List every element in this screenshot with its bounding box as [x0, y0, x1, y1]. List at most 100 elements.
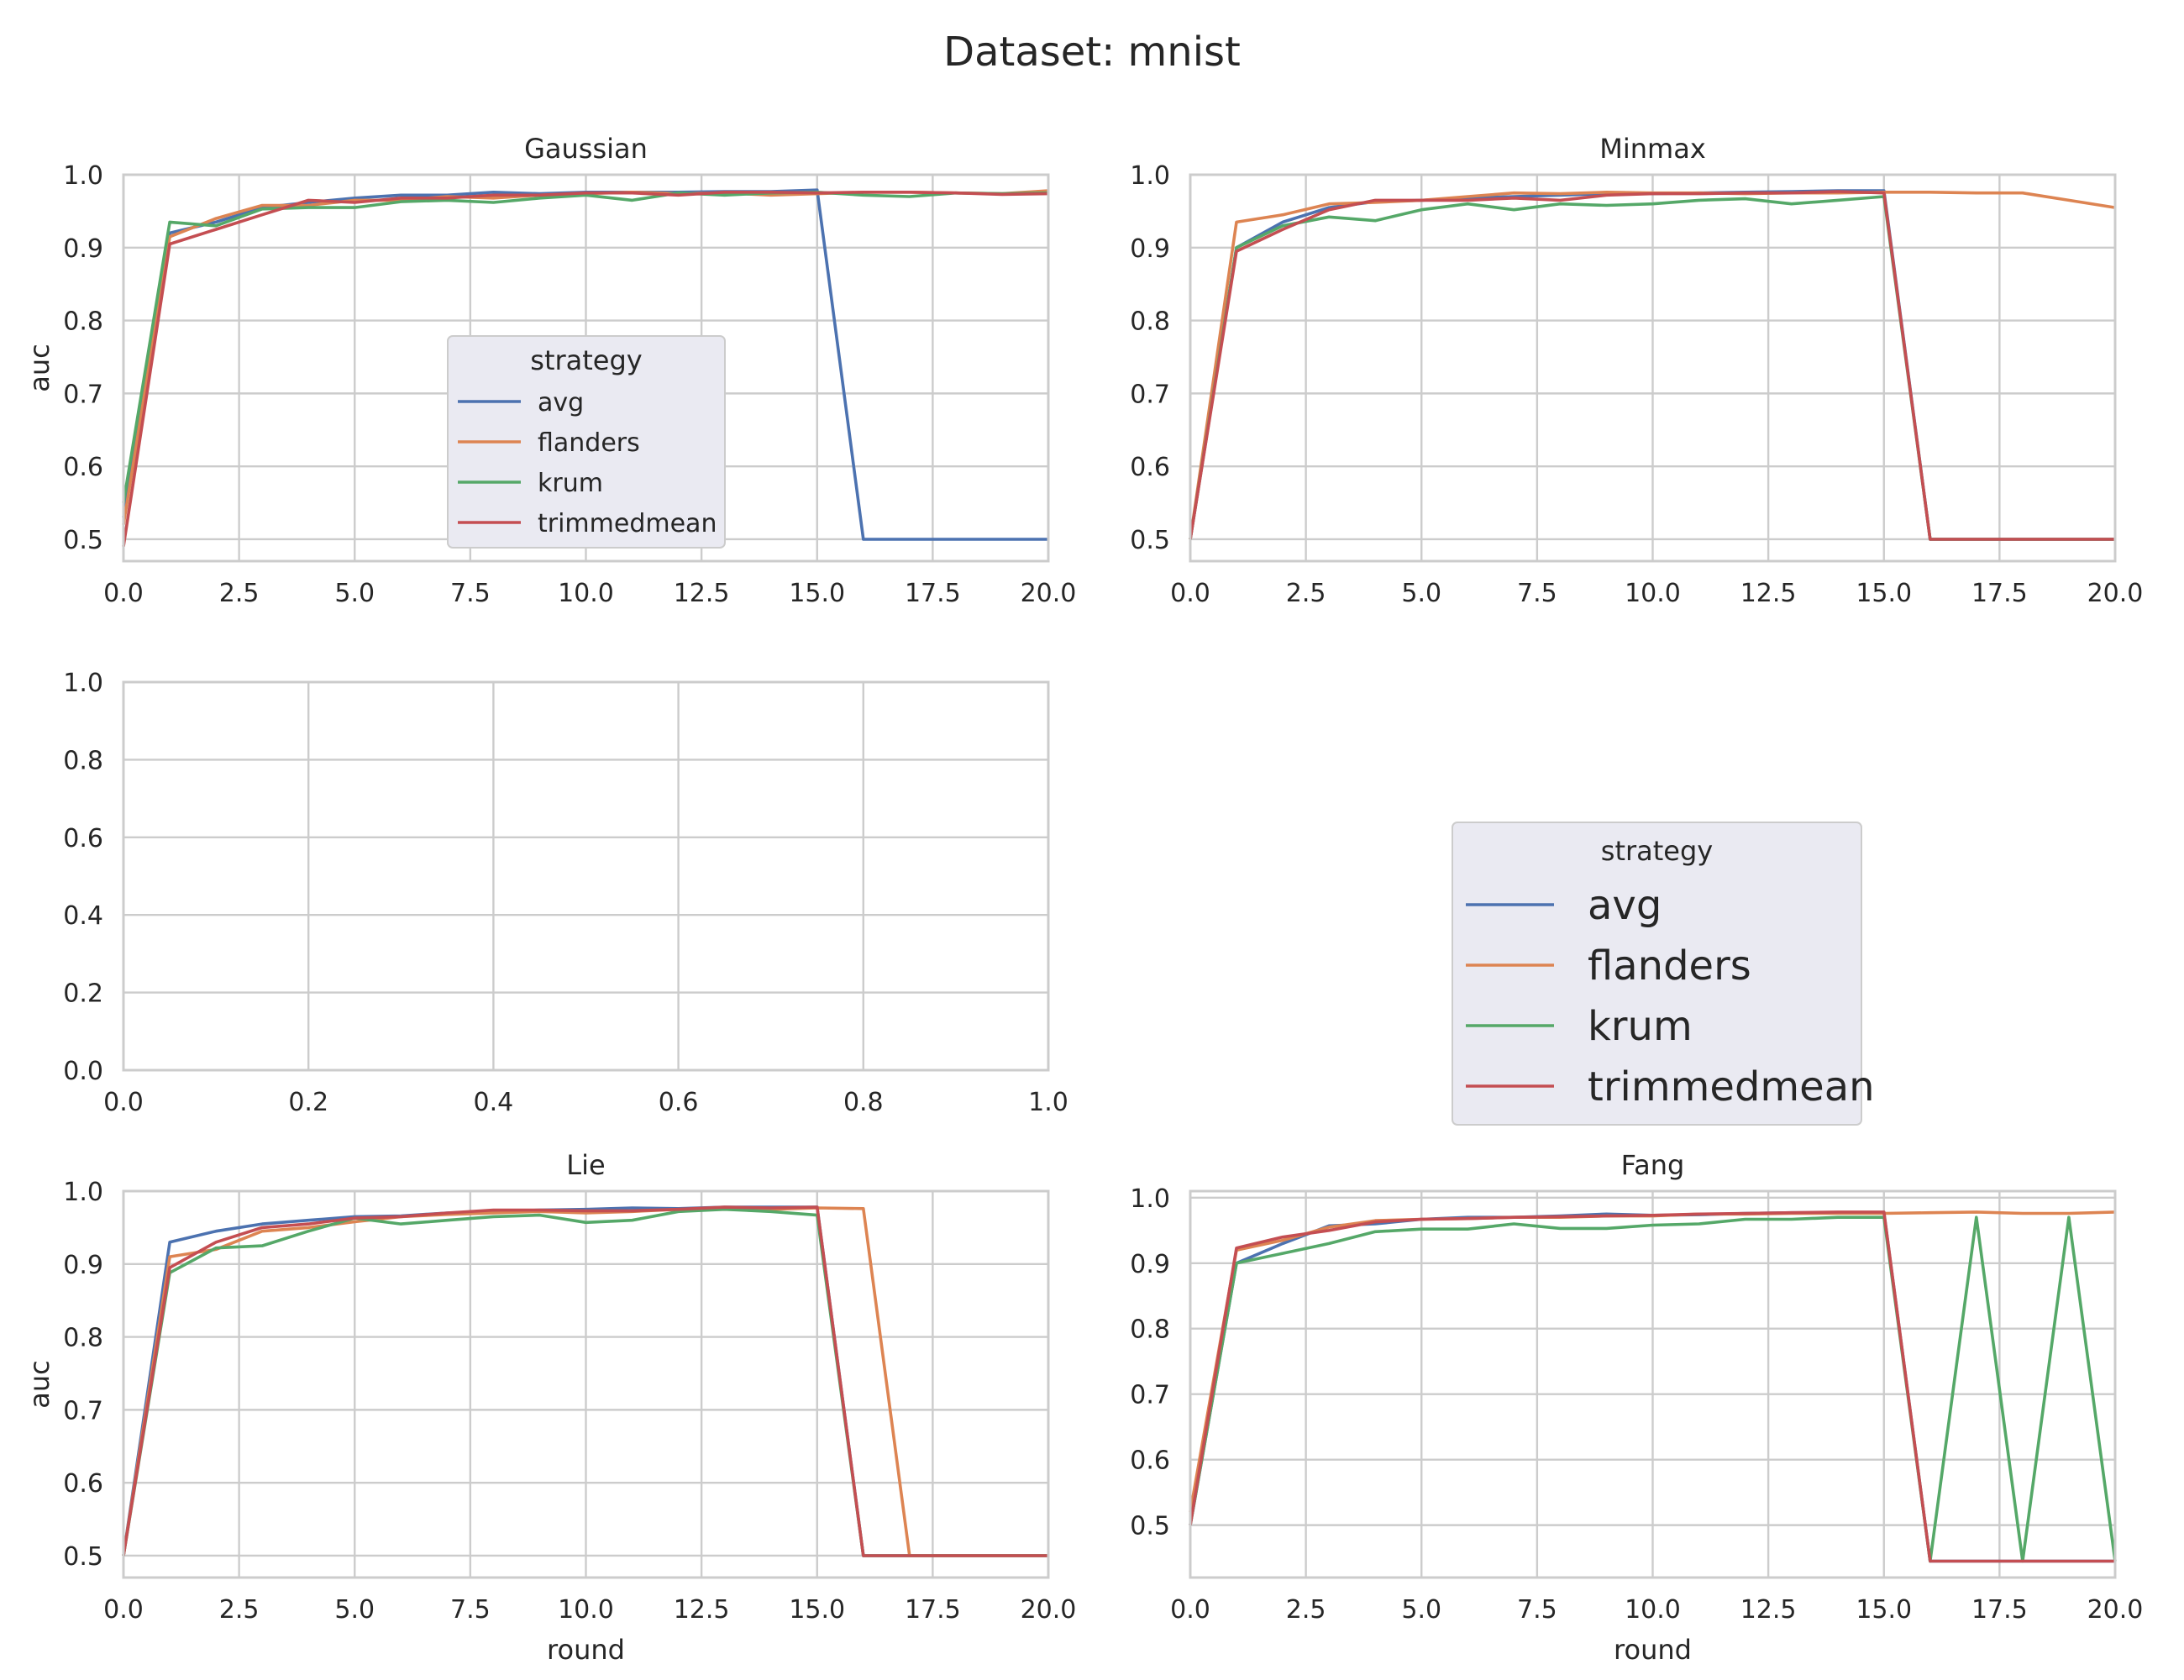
x-tick-label: 15.0	[1856, 1595, 1912, 1625]
y-tick-label: 1.0	[1130, 1184, 1170, 1214]
y-tick-label: 0.5	[1130, 526, 1170, 555]
series-line-flanders	[122, 1206, 1048, 1557]
strategy-legend-frame	[1452, 822, 1862, 1126]
x-tick-label: 15.0	[1856, 579, 1912, 608]
strategy-legend: strategy avg flanders krum trimmedmean	[1452, 822, 1875, 1126]
x-tick-label: 0.0	[103, 1595, 144, 1625]
y-tick-label: 1.0	[1130, 161, 1170, 191]
figure-legend: strategy avg flanders krum trimmedmean	[1452, 822, 1875, 1126]
y-tick-label: 0.2	[63, 979, 103, 1009]
series-line-trimmedmean	[122, 1205, 1048, 1557]
x-tick-label: 2.5	[1286, 1595, 1326, 1625]
x-tick-label: 0.8	[843, 1088, 884, 1117]
x-tick-label: 0.4	[474, 1088, 514, 1117]
gaussian-legend-label-krum: krum	[538, 469, 603, 498]
x-tick-label: 7.5	[1517, 579, 1557, 608]
x-tick-label: 17.5	[905, 579, 961, 608]
y-tick-label: 0.5	[63, 526, 103, 555]
x-tick-label: 0.0	[103, 579, 144, 608]
subplot-empty: 0.0 0.2 0.4 0.6 0.8 1.0 0.0 0.2 0.4 0.6 0.8 1.0	[63, 669, 1068, 1117]
series-line-trimmedmean	[1189, 190, 2115, 541]
gaussian-legend-label-trimmedmean: trimmedmean	[538, 509, 717, 538]
y-tick-label: 0.6	[63, 824, 103, 853]
y-axis-label: auc	[24, 1360, 55, 1408]
gaussian-legend-label-avg: avg	[538, 388, 584, 417]
y-tick-label: 0.5	[1130, 1512, 1170, 1541]
x-tick-label: 0.0	[1170, 1595, 1210, 1625]
series-line-trimmedmean	[122, 191, 1049, 547]
plot-frame	[1189, 1189, 2117, 1579]
x-tick-label: 1.0	[1028, 1088, 1068, 1117]
y-tick-label: 0.4	[63, 901, 103, 931]
y-tick-label: 0.8	[1130, 307, 1170, 337]
x-tick-label: 17.5	[1971, 1595, 2028, 1625]
x-tick-label: 5.0	[1401, 1595, 1441, 1625]
x-tick-label: 2.5	[1286, 579, 1326, 608]
y-tick-label: 0.6	[1130, 1446, 1170, 1476]
y-tick-label: 1.0	[63, 161, 103, 191]
gaussian-legend-label-flanders: flanders	[538, 428, 640, 458]
y-tick-label: 0.0	[63, 1057, 103, 1086]
y-tick-label: 0.9	[63, 1251, 103, 1280]
y-tick-label: 0.7	[1130, 1381, 1170, 1410]
x-tick-label: 20.0	[2087, 1595, 2144, 1625]
y-tick-label: 0.6	[63, 453, 103, 482]
x-tick-label: 10.0	[558, 1595, 614, 1625]
x-tick-label: 2.5	[219, 1595, 260, 1625]
x-tick-label: 10.0	[1625, 579, 1681, 608]
x-tick-label: 15.0	[789, 1595, 845, 1625]
x-tick-label: 7.5	[450, 579, 491, 608]
y-tick-label: 0.9	[1130, 1250, 1170, 1279]
y-tick-label: 0.6	[1130, 453, 1170, 482]
x-tick-label: 5.0	[334, 579, 375, 608]
x-tick-label: 15.0	[789, 579, 845, 608]
x-axis-label: round	[547, 1634, 625, 1666]
strategy-legend-label-avg: avg	[1588, 882, 1662, 929]
y-tick-label: 0.7	[1130, 380, 1170, 409]
subplot-title: Gaussian	[524, 133, 648, 165]
subplot-title: Lie	[566, 1149, 605, 1181]
x-tick-label: 20.0	[1021, 579, 1077, 608]
series-line-krum	[1189, 1215, 2117, 1563]
x-tick-label: 17.5	[905, 1595, 961, 1625]
gaussian-legend: strategy avg flanders krum trimmedmean	[447, 335, 726, 549]
gaussian-legend-title: strategy	[530, 344, 642, 376]
strategy-legend-label-trimmedmean: trimmedmean	[1588, 1063, 1875, 1110]
plot-frame	[1189, 173, 2117, 563]
y-axis-label: auc	[24, 344, 55, 391]
gaussian-legend-frame	[447, 335, 726, 549]
strategy-legend-label-flanders: flanders	[1588, 942, 1751, 990]
strategy-legend-label-krum: krum	[1588, 1003, 1693, 1050]
subplot-gaussian: 0.5 0.6 0.7 0.8 0.9 1.0 0.0 2.5 5.0 7.5 10.0 12.5 15…	[24, 133, 1076, 608]
x-tick-label: 12.5	[1740, 1595, 1797, 1625]
x-tick-label: 17.5	[1971, 579, 2028, 608]
plot-frame	[122, 1189, 1050, 1579]
x-tick-label: 20.0	[2087, 579, 2144, 608]
y-tick-label: 1.0	[63, 669, 103, 698]
y-tick-label: 1.0	[63, 1178, 103, 1207]
subplot-fang: 0.5 0.6 0.7 0.8 0.9 1.0 0.0 2.5 5.0 7.5 10.0 12.5 15…	[1130, 1149, 2143, 1666]
x-tick-label: 2.5	[219, 579, 260, 608]
y-tick-label: 0.7	[63, 1396, 103, 1425]
figure-title: Dataset: mnist	[943, 29, 1241, 76]
subplot-lie: 0.5 0.6 0.7 0.8 0.9 1.0 0.0 2.5 5.0 7.5 10.0 12.5 15…	[24, 1149, 1076, 1666]
y-tick-label: 0.9	[1130, 234, 1170, 264]
x-tick-label: 0.6	[659, 1088, 699, 1117]
x-tick-label: 5.0	[1401, 579, 1441, 608]
y-tick-label: 0.8	[63, 307, 103, 337]
y-tick-label: 0.7	[63, 380, 103, 409]
series-line-trimmedmean	[1189, 1210, 2115, 1563]
x-tick-label: 0.0	[1170, 579, 1210, 608]
x-axis-label: round	[1614, 1634, 1692, 1666]
y-tick-label: 0.9	[63, 234, 103, 264]
y-tick-label: 0.5	[63, 1542, 103, 1572]
x-tick-label: 10.0	[558, 579, 614, 608]
y-tick-label: 0.6	[63, 1469, 103, 1499]
x-tick-label: 12.5	[1740, 579, 1797, 608]
x-tick-label: 20.0	[1021, 1595, 1077, 1625]
x-tick-label: 0.0	[103, 1088, 144, 1117]
x-tick-label: 12.5	[674, 1595, 730, 1625]
x-tick-label: 7.5	[1517, 1595, 1557, 1625]
subplot-minmax: 0.5 0.6 0.7 0.8 0.9 1.0 0.0 2.5 5.0 7.5 10.0 12.5 15…	[1130, 133, 2143, 608]
